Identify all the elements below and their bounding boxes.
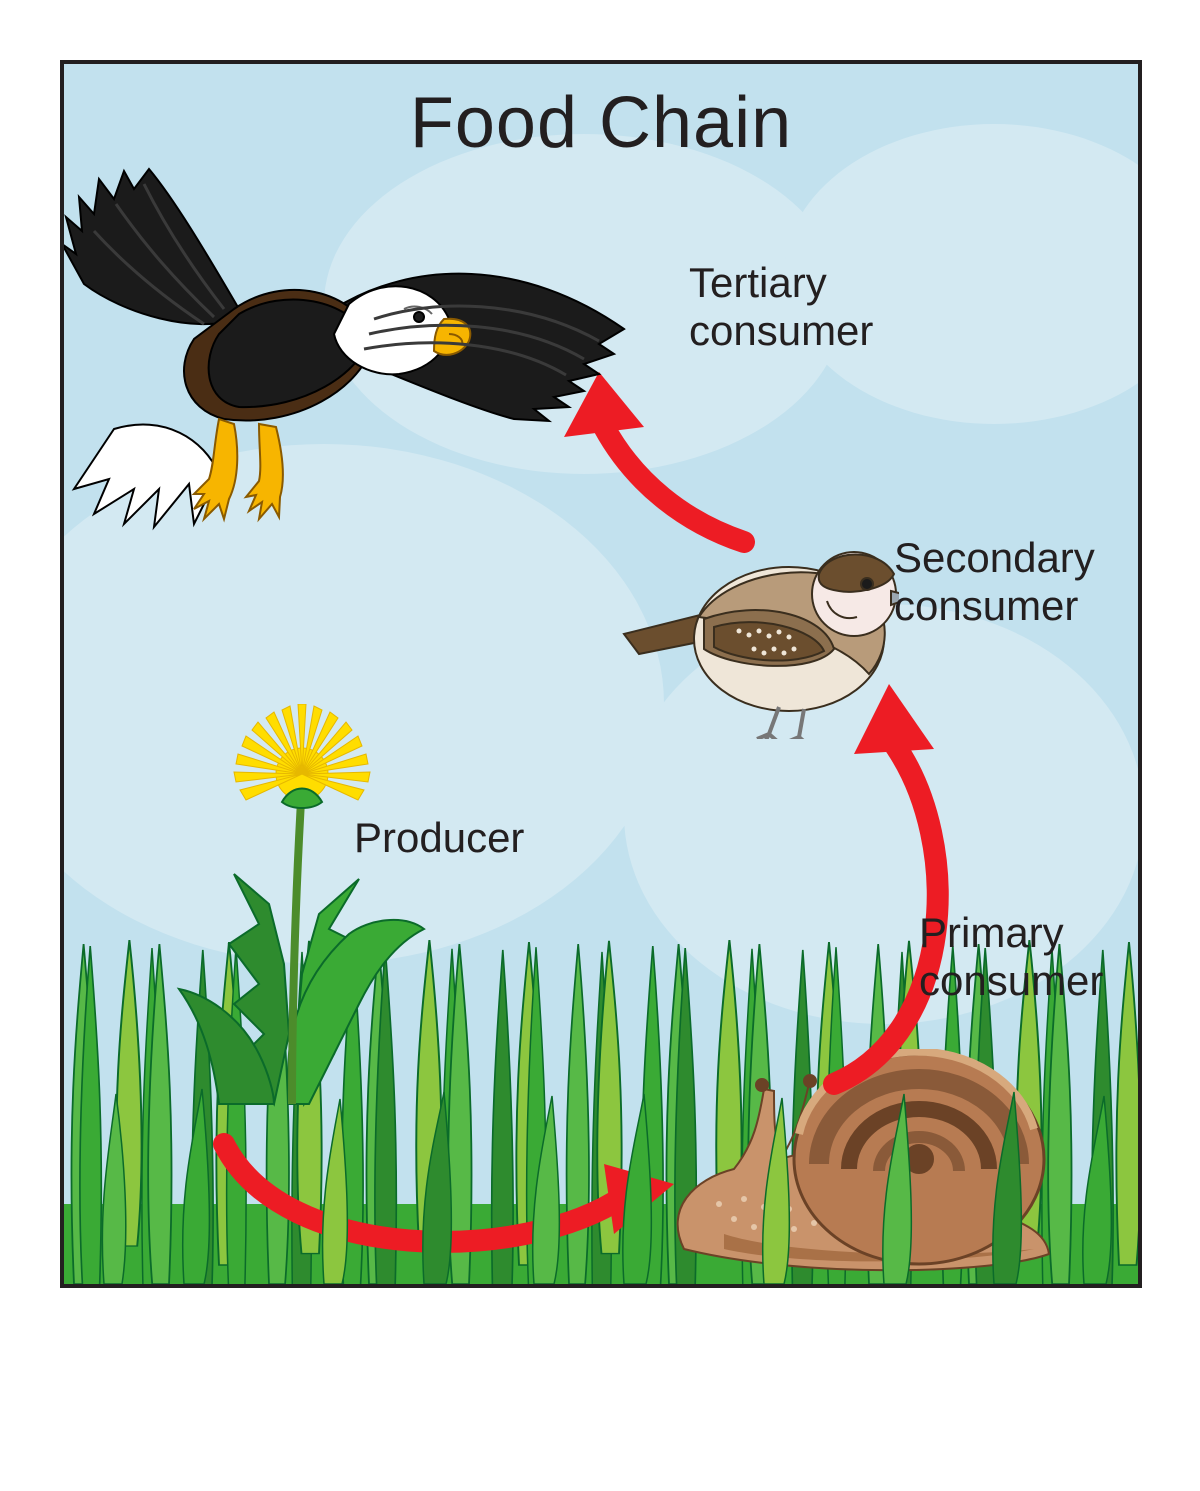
diagram-title: Food Chain bbox=[64, 82, 1138, 164]
tertiary-consumer-eagle-icon bbox=[60, 159, 654, 539]
arrow-primary-to-secondary bbox=[794, 684, 994, 1104]
label-secondary-consumer: Secondary consumer bbox=[894, 534, 1095, 631]
label-primary-consumer: Primary consumer bbox=[919, 909, 1103, 1006]
label-text: consumer bbox=[919, 957, 1103, 1004]
secondary-consumer-bird-icon bbox=[619, 539, 899, 739]
label-tertiary-consumer: Tertiary consumer bbox=[689, 259, 873, 356]
label-producer: Producer bbox=[354, 814, 524, 862]
label-text: consumer bbox=[894, 582, 1078, 629]
label-text: Producer bbox=[354, 814, 524, 861]
label-text: Primary bbox=[919, 909, 1064, 956]
label-text: Secondary bbox=[894, 534, 1095, 581]
diagram-canvas: Food Chain bbox=[60, 60, 1142, 1288]
label-text: Tertiary bbox=[689, 259, 827, 306]
label-text: consumer bbox=[689, 307, 873, 354]
arrow-producer-to-primary bbox=[204, 1124, 684, 1274]
producer-plant-icon bbox=[124, 704, 464, 1124]
